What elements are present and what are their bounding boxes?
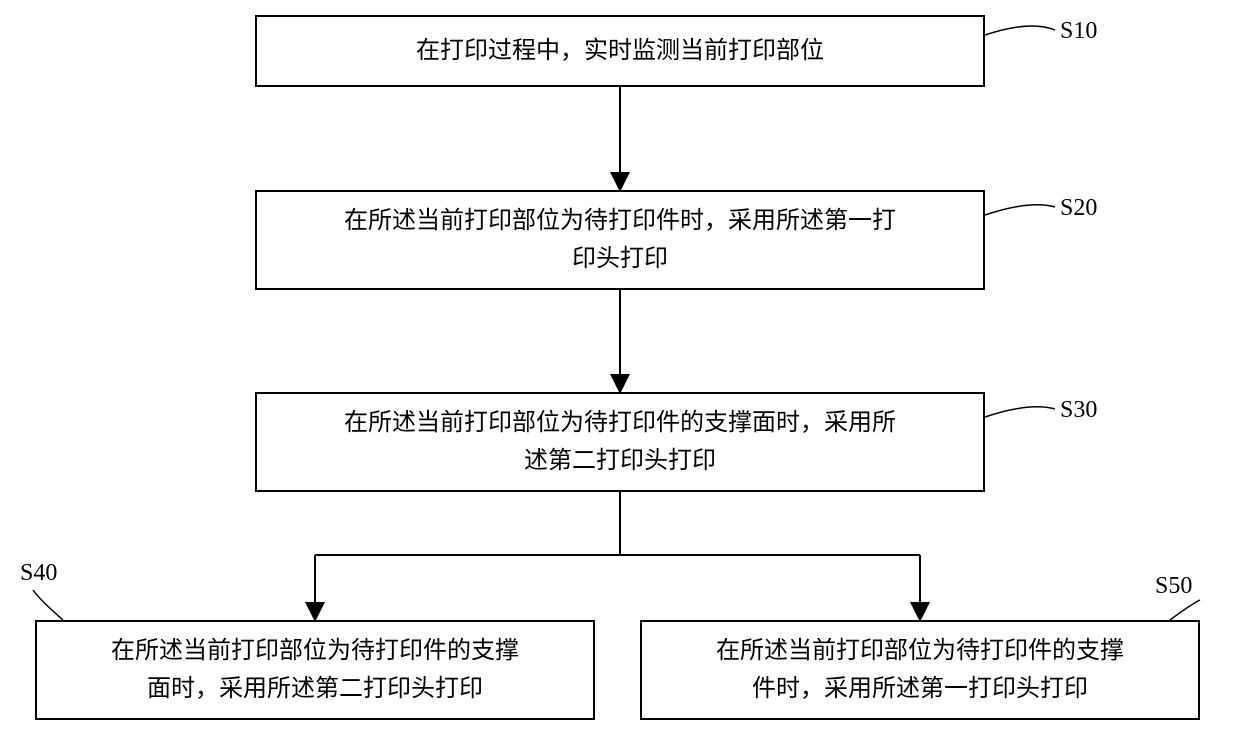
- label-text: S10: [1060, 18, 1097, 44]
- label-text: S20: [1060, 195, 1097, 221]
- leader-s10: [985, 26, 1055, 35]
- flow-node-s20: 在所述当前打印部位为待打印件时，采用所述第一打印头打印: [255, 190, 985, 290]
- flow-label-s40: S40: [20, 560, 57, 587]
- leader-s50: [1170, 600, 1200, 620]
- flow-node-text: 在所述当前打印部位为待打印件的支撑件时，采用所述第一打印头打印: [716, 632, 1124, 709]
- flow-label-s30: S30: [1060, 397, 1097, 424]
- leader-s30: [985, 407, 1055, 417]
- flow-label-s50: S50: [1155, 573, 1192, 600]
- leader-s20: [985, 205, 1055, 215]
- flow-node-s40: 在所述当前打印部位为待打印件的支撑面时，采用所述第二打印头打印: [35, 620, 595, 720]
- leader-s40: [33, 590, 63, 620]
- flow-node-s50: 在所述当前打印部位为待打印件的支撑件时，采用所述第一打印头打印: [640, 620, 1200, 720]
- label-text: S50: [1155, 573, 1192, 599]
- flow-node-text: 在所述当前打印部位为待打印件的支撑面时，采用所述第二打印头打印: [344, 404, 896, 481]
- flow-node-s30: 在所述当前打印部位为待打印件的支撑面时，采用所述第二打印头打印: [255, 392, 985, 492]
- flow-node-text: 在所述当前打印部位为待打印件时，采用所述第一打印头打印: [344, 202, 896, 279]
- label-text: S40: [20, 560, 57, 586]
- flow-node-s10: 在打印过程中，实时监测当前打印部位: [255, 15, 985, 87]
- flow-label-s20: S20: [1060, 195, 1097, 222]
- flow-node-text: 在所述当前打印部位为待打印件的支撑面时，采用所述第二打印头打印: [111, 632, 519, 709]
- label-text: S30: [1060, 397, 1097, 423]
- flow-label-s10: S10: [1060, 18, 1097, 45]
- flow-node-text: 在打印过程中，实时监测当前打印部位: [416, 32, 824, 70]
